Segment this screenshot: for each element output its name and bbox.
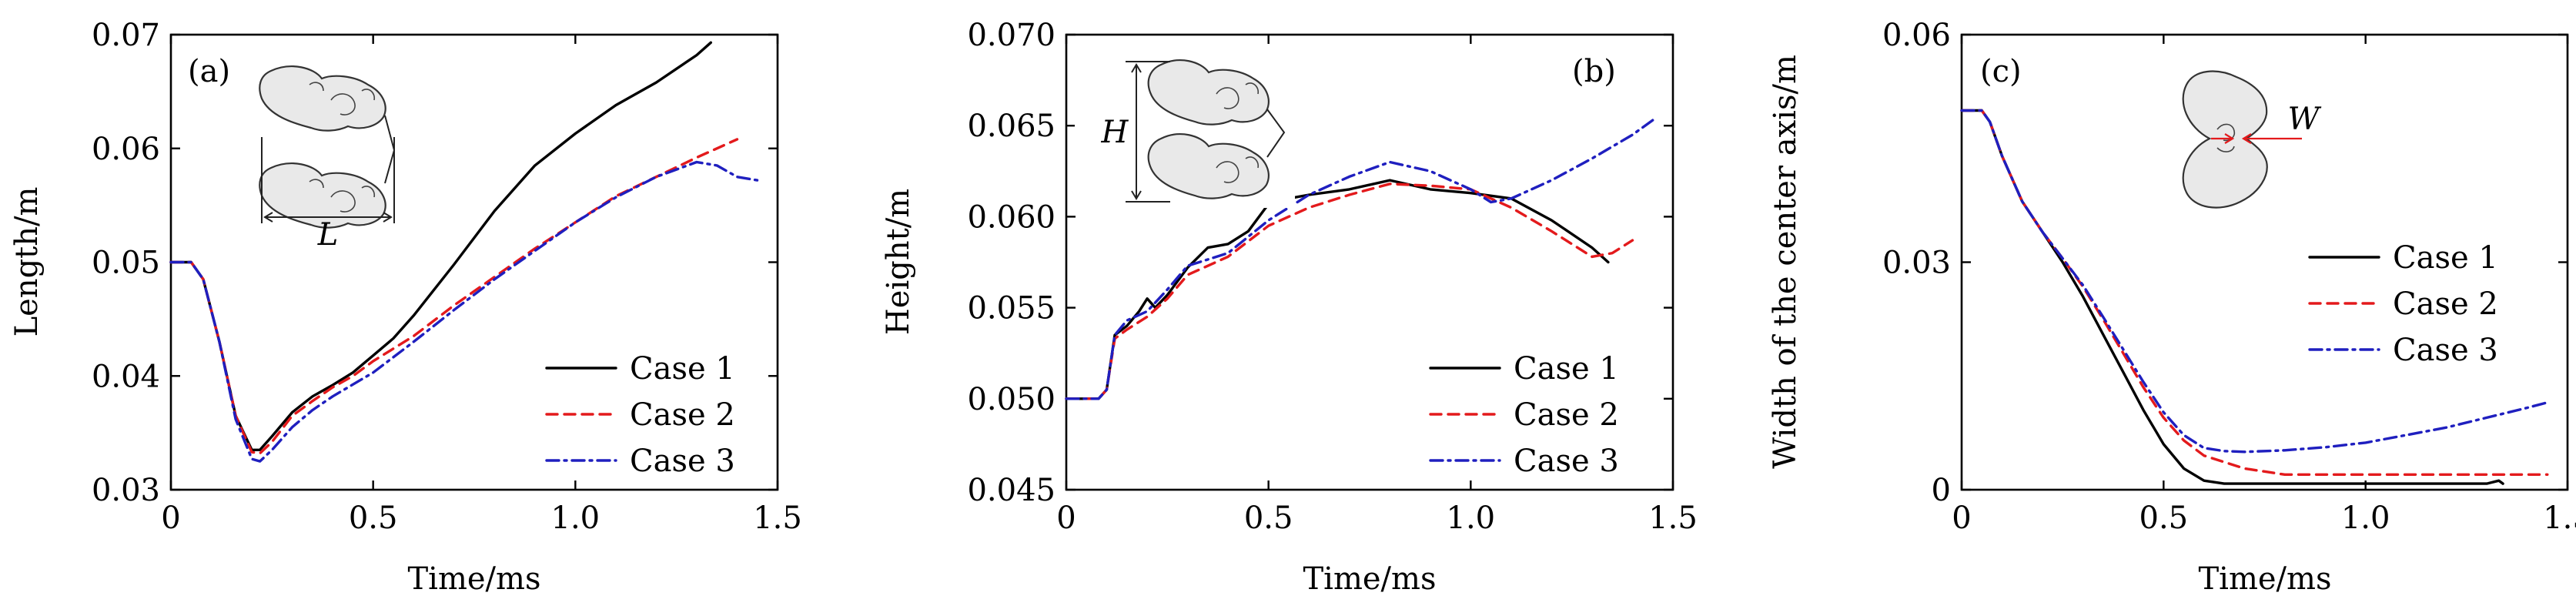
y-tick-label: 0.055	[967, 291, 1055, 326]
x-tick-labels: 0 0.5 1.0 1.5	[1056, 501, 1698, 536]
x-tick-label: 1.0	[551, 501, 601, 536]
x-tick-label: 0	[1952, 501, 1971, 536]
height-arrowhead-bottom	[1131, 190, 1142, 200]
x-tick-label: 0.5	[1244, 501, 1293, 536]
y-axis-title: Height/m	[881, 189, 916, 335]
width-arrowhead-right	[2241, 133, 2252, 144]
y-tick-label: 0.06	[1882, 18, 1951, 53]
inset-label-H: H	[1101, 115, 1129, 150]
inset-label-L: L	[317, 217, 339, 253]
panel-a: 0 0.5 1.0 1.5 0.03 0.04 0.05 0.06 0.07 (a) Time…	[9, 18, 802, 597]
x-tick-label: 0	[161, 501, 180, 536]
y-tick-label: 0	[1932, 473, 1951, 508]
panel-label: (a)	[188, 54, 230, 89]
vortex-swirl-bottom	[1216, 156, 1260, 183]
y-tick-labels: 0 0.03 0.06	[1882, 18, 1951, 508]
legend-label-case-3: Case 3	[1514, 444, 1619, 479]
panel-b: 0 0.5 1.0 1.5 0.045 0.050 0.055 0.060 0.065 0.07…	[881, 18, 1698, 597]
vortex-inset-height: H	[1075, 54, 1295, 208]
vortex-core-swirl	[2216, 123, 2236, 152]
x-tick-labels: 0 0.5 1.0 1.5	[161, 501, 802, 536]
height-arrowhead-top	[1131, 63, 1142, 73]
y-tick-label: 0.070	[967, 18, 1055, 53]
legend-label-case-2: Case 2	[2393, 286, 2498, 322]
x-tick-label: 1.5	[753, 501, 802, 536]
vortex-swirl-top	[1216, 82, 1260, 109]
y-tick-label: 0.04	[92, 359, 160, 394]
x-tick-label: 0.5	[349, 501, 398, 536]
vortex-inset-width: W	[2182, 70, 2321, 209]
connection-line	[1266, 109, 1286, 158]
plot-frame	[1065, 33, 1674, 491]
x-axis-title: Time/ms	[407, 561, 540, 597]
x-tick-label: 0.5	[2139, 501, 2189, 536]
y-axis-title: Length/m	[9, 187, 45, 337]
legend-label-case-3: Case 3	[630, 444, 735, 479]
series-line-case-3	[1960, 109, 2549, 454]
legend: Case 1 Case 2 Case 3	[545, 351, 735, 479]
vortex-swirl-top	[309, 82, 376, 116]
x-tick-label: 1.5	[2543, 501, 2576, 536]
y-tick-labels: 0.045 0.050 0.055 0.060 0.065 0.070	[967, 18, 1055, 508]
length-arrowhead-right	[383, 212, 393, 223]
x-tick-label: 1.0	[2341, 501, 2390, 536]
x-axis-title: Time/ms	[1303, 561, 1436, 597]
panel-label: (c)	[1980, 54, 2022, 89]
series-lines	[1960, 109, 2549, 485]
legend-label-case-1: Case 1	[1514, 351, 1619, 387]
y-tick-label: 0.045	[967, 473, 1055, 508]
x-tick-labels: 0 0.5 1.0 1.5	[1952, 501, 2576, 536]
legend-label-case-1: Case 1	[630, 351, 735, 387]
legend-label-case-3: Case 3	[2393, 333, 2498, 368]
vortex-blob-top	[1147, 59, 1270, 126]
panel-c: 0 0.5 1.0 1.5 0 0.03 0.06 (c) Time/ms Width o…	[1768, 18, 2576, 597]
tick-marks	[1960, 33, 2569, 491]
series-lines	[1065, 119, 1654, 400]
series-lines	[169, 41, 759, 463]
legend-label-case-2: Case 2	[630, 397, 735, 433]
width-arrowhead-left	[2224, 133, 2235, 144]
y-tick-label: 0.050	[967, 382, 1055, 417]
x-axis-title: Time/ms	[2198, 561, 2331, 597]
x-tick-label: 1.5	[1648, 501, 1698, 536]
series-line-case-1	[169, 41, 712, 451]
series-line-case-3	[169, 160, 759, 463]
y-tick-label: 0.065	[967, 109, 1055, 144]
y-tick-label: 0.07	[92, 18, 160, 53]
series-line-case-2	[1065, 182, 1634, 400]
legend-label-case-1: Case 1	[2393, 240, 2498, 276]
y-tick-label: 0.060	[967, 199, 1055, 235]
inset-label-W: W	[2287, 102, 2321, 137]
x-tick-label: 0	[1056, 501, 1076, 536]
y-axis-title: Width of the center axis/m	[1768, 55, 1803, 469]
length-arrowhead-left	[263, 212, 273, 223]
y-tick-labels: 0.03 0.04 0.05 0.06 0.07	[92, 18, 160, 508]
legend: Case 1 Case 2 Case 3	[2308, 240, 2498, 368]
y-tick-label: 0.06	[92, 132, 160, 167]
vortex-blob-top	[259, 65, 386, 132]
panel-label: (b)	[1572, 54, 1616, 89]
y-tick-label: 0.03	[92, 473, 160, 508]
vortex-cross-section	[2182, 70, 2268, 209]
legend-label-case-2: Case 2	[1514, 397, 1619, 433]
legend: Case 1 Case 2 Case 3	[1429, 351, 1619, 479]
vortex-blob-bottom	[1147, 133, 1270, 199]
vortex-inset-length: L	[259, 65, 396, 253]
x-tick-label: 1.0	[1447, 501, 1496, 536]
connection-line	[384, 115, 396, 184]
series-line-case-3	[1065, 119, 1654, 400]
y-tick-label: 0.05	[92, 246, 160, 281]
vortex-swirl-bottom	[309, 179, 376, 213]
vortex-blob-bottom	[259, 162, 386, 229]
y-tick-label: 0.03	[1882, 246, 1951, 281]
